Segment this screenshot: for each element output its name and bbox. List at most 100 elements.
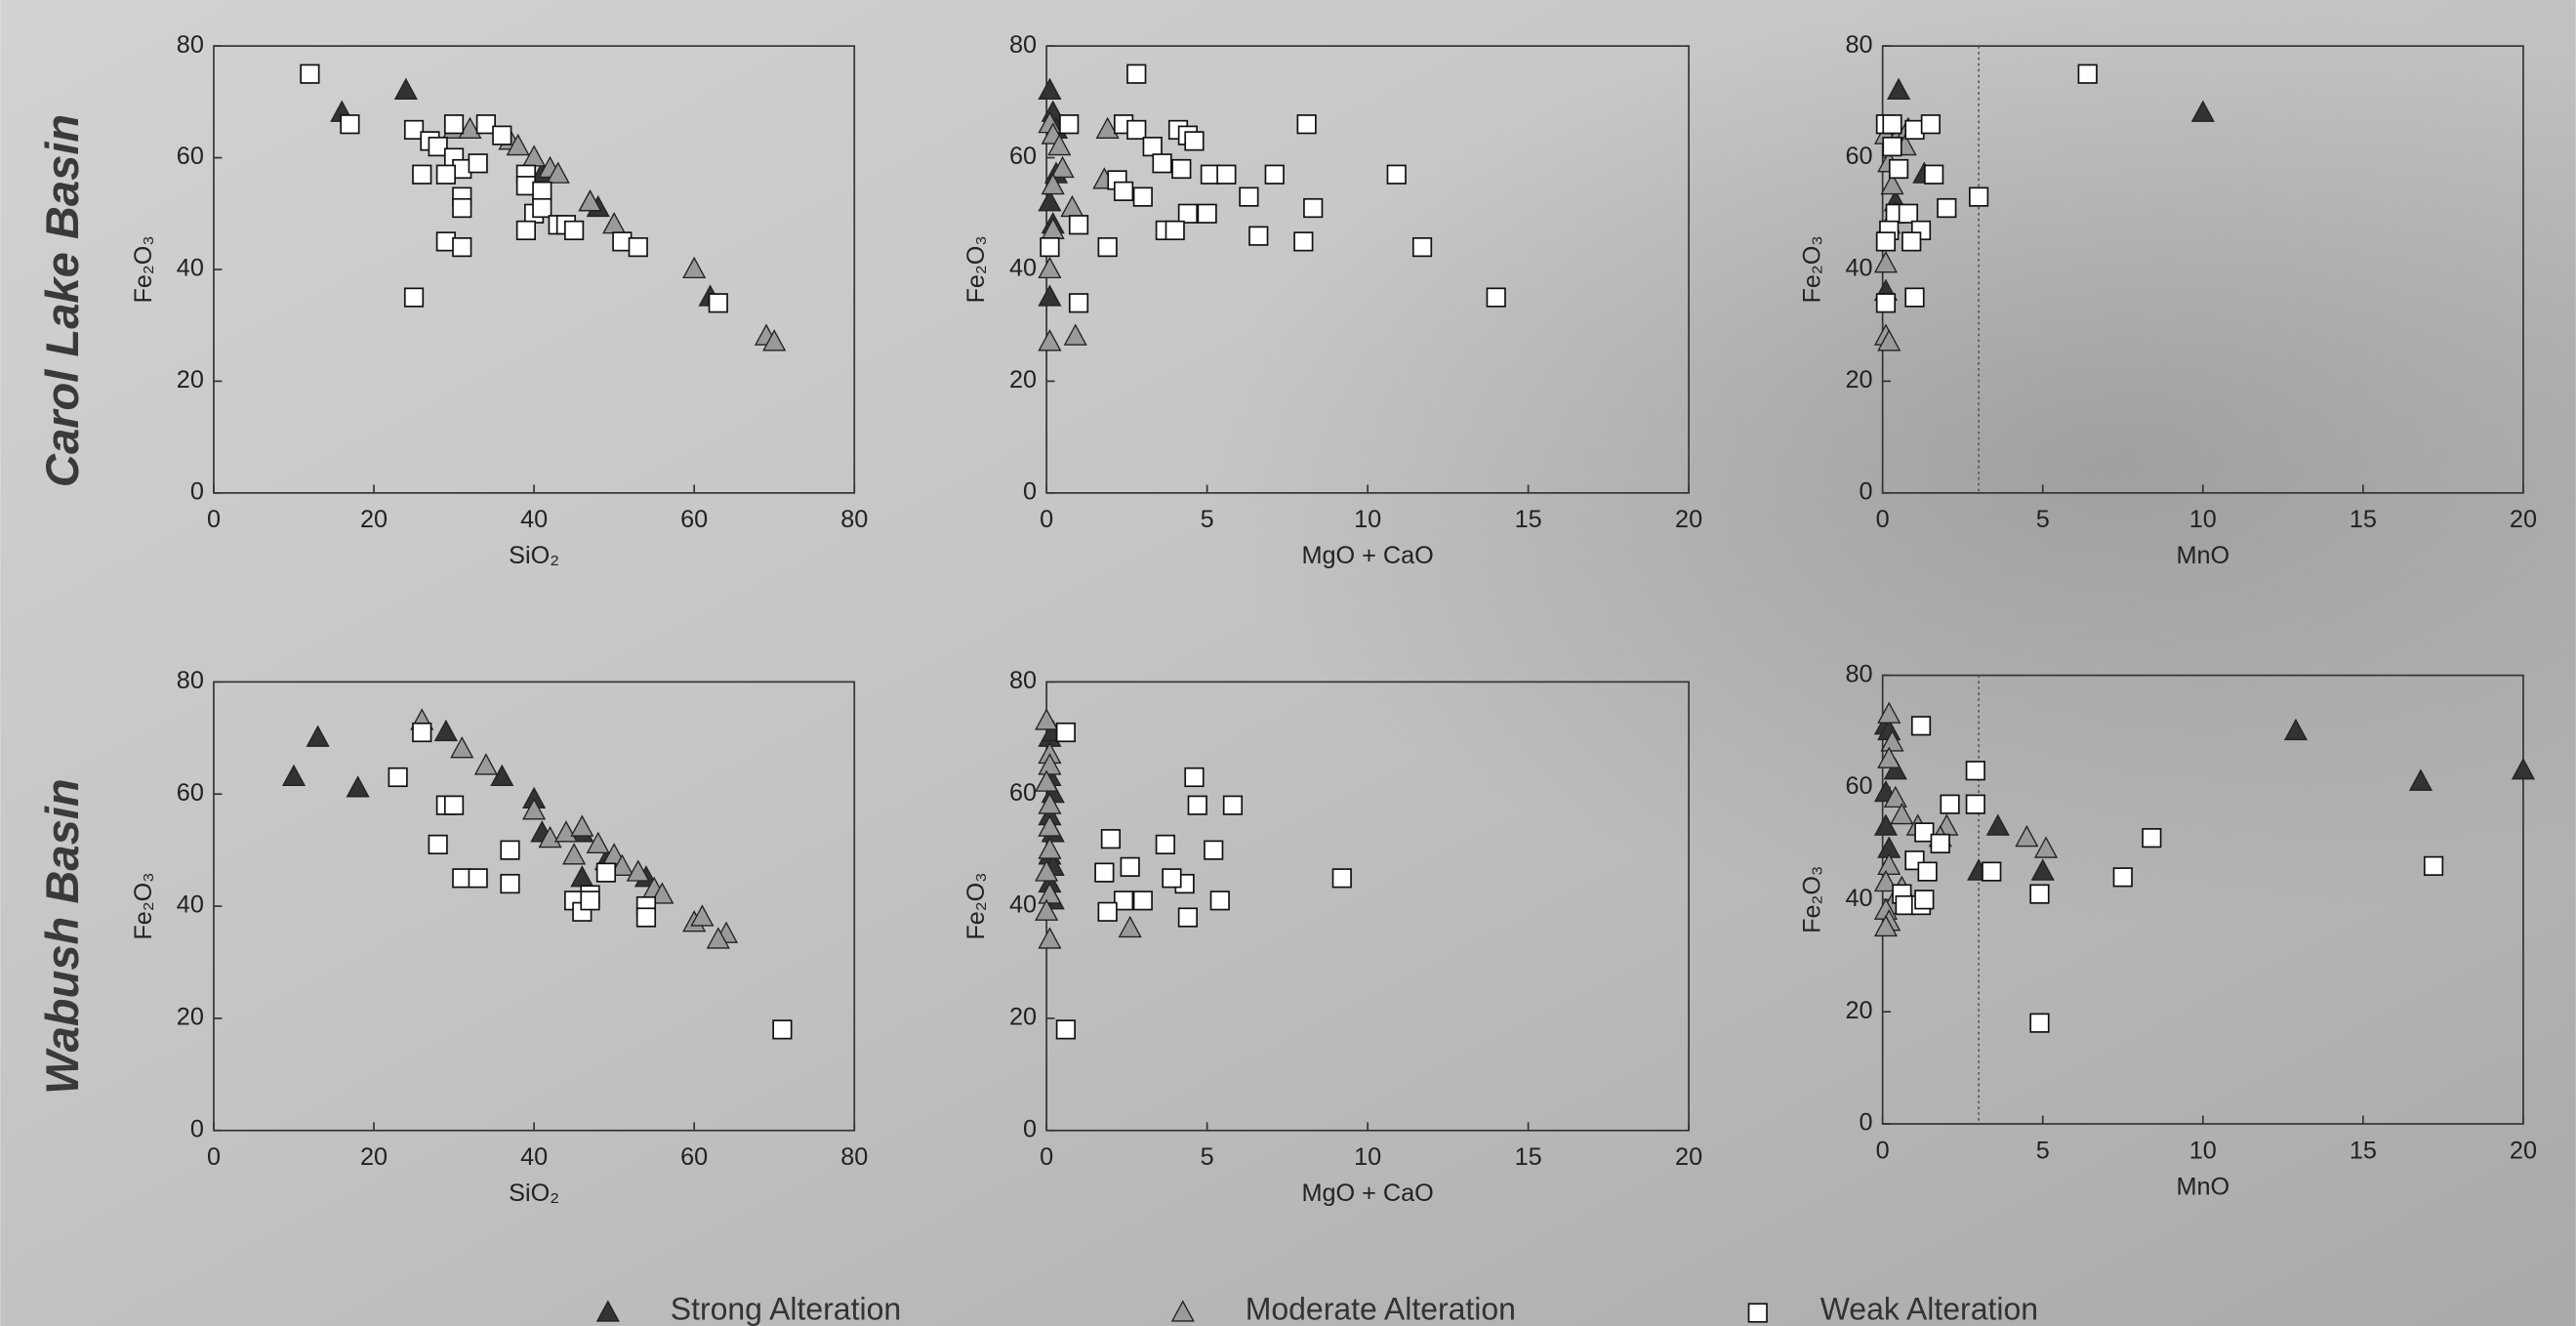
x-tick-label: 15 (1515, 506, 1542, 533)
legend-label: Weak Alteration (1820, 1291, 2038, 1326)
x-tick-label: 0 (207, 506, 221, 533)
data-point (1967, 795, 1985, 813)
y-tick-label: 80 (1845, 660, 1872, 687)
y-tick-label: 60 (1009, 143, 1037, 170)
data-point (1941, 795, 1959, 813)
data-point (1102, 830, 1121, 849)
data-point (1931, 835, 1949, 853)
data-point (1249, 227, 1268, 245)
data-point (533, 199, 552, 218)
y-tick-label: 20 (177, 366, 204, 394)
x-tick-label: 40 (520, 506, 548, 533)
data-point (629, 238, 647, 257)
y-axis-label: Fe₂O₃ (1799, 866, 1826, 933)
data-point (445, 115, 464, 134)
data-point (1134, 187, 1153, 206)
data-point (1057, 1020, 1076, 1039)
x-tick-label: 0 (1040, 1143, 1053, 1171)
x-tick-label: 10 (1354, 1143, 1381, 1171)
data-point (1179, 205, 1198, 224)
y-axis-label: Fe₂O₃ (130, 872, 157, 939)
data-point (1918, 862, 1937, 881)
y-tick-label: 20 (1845, 997, 1872, 1024)
data-point (581, 891, 599, 910)
data-point (710, 294, 728, 312)
row-label: Carol Lake Basin (36, 114, 88, 487)
y-tick-label: 60 (177, 143, 204, 170)
x-tick-label: 10 (1354, 506, 1381, 533)
x-tick-label: 20 (1675, 1143, 1702, 1171)
background-shade (0, 0, 2576, 1326)
data-point (1115, 183, 1133, 201)
data-point (1211, 891, 1230, 910)
x-axis-label: MnO (2176, 542, 2229, 569)
data-point (493, 126, 511, 145)
data-point (413, 165, 431, 184)
x-tick-label: 80 (840, 1143, 868, 1171)
y-axis-label: Fe₂O₃ (130, 235, 157, 303)
x-tick-label: 20 (360, 506, 388, 533)
row-label: Wabush Basin (36, 778, 88, 1095)
data-point (1890, 160, 1908, 179)
y-tick-label: 40 (1009, 255, 1037, 282)
x-tick-label: 15 (1515, 1143, 1542, 1171)
y-tick-label: 60 (1845, 772, 1872, 800)
x-tick-label: 60 (680, 1143, 708, 1171)
y-tick-label: 40 (177, 891, 204, 919)
y-tick-label: 60 (1009, 779, 1037, 807)
data-point (2078, 64, 2097, 83)
y-axis-label: Fe₂O₃ (962, 235, 990, 303)
data-point (341, 115, 359, 134)
data-point (469, 154, 487, 173)
data-point (1121, 858, 1139, 877)
data-point (1883, 115, 1901, 134)
data-point (1070, 294, 1088, 312)
data-point (2114, 868, 2133, 887)
x-tick-label: 40 (520, 1143, 548, 1171)
data-point (1304, 199, 1323, 218)
x-tick-label: 20 (2510, 1137, 2537, 1164)
data-point (437, 165, 456, 184)
data-point (597, 863, 616, 882)
y-tick-label: 80 (1009, 31, 1037, 59)
legend-label: Strong Alteration (671, 1291, 901, 1326)
data-point (1185, 132, 1204, 150)
y-tick-label: 60 (1845, 143, 1872, 170)
data-point (565, 222, 584, 240)
data-point (1915, 891, 1934, 909)
data-point (1240, 187, 1258, 206)
data-point (1205, 841, 1223, 859)
x-axis-label: SiO₂ (509, 542, 559, 569)
x-axis-label: SiO₂ (509, 1180, 559, 1207)
data-point (413, 724, 431, 742)
y-axis-label: Fe₂O₃ (962, 872, 990, 939)
x-tick-label: 0 (207, 1143, 221, 1171)
data-point (1198, 205, 1216, 224)
x-tick-label: 10 (2189, 1137, 2217, 1164)
data-point (1188, 796, 1206, 814)
data-point (1163, 869, 1181, 888)
data-point (1983, 862, 2001, 881)
data-point (1938, 199, 1956, 218)
data-point (1967, 762, 1985, 780)
data-point (1970, 187, 1988, 206)
data-point (1127, 64, 1146, 83)
data-point (1217, 165, 1236, 184)
y-tick-label: 0 (1860, 1109, 1873, 1137)
data-point (1265, 165, 1284, 184)
data-point (1294, 232, 1313, 251)
y-tick-label: 0 (1860, 478, 1873, 506)
data-point (1179, 908, 1198, 927)
data-point (301, 64, 319, 83)
data-point (1387, 165, 1406, 184)
x-axis-label: MnO (2176, 1173, 2229, 1200)
x-tick-label: 5 (1201, 506, 1214, 533)
x-axis-label: MgO + CaO (1301, 542, 1433, 569)
x-tick-label: 20 (360, 1143, 388, 1171)
y-tick-label: 0 (190, 478, 204, 506)
data-point (1925, 165, 1943, 184)
data-point (1143, 138, 1162, 156)
data-point (1057, 724, 1076, 742)
data-point (1912, 717, 1931, 735)
y-tick-label: 40 (1009, 891, 1037, 919)
